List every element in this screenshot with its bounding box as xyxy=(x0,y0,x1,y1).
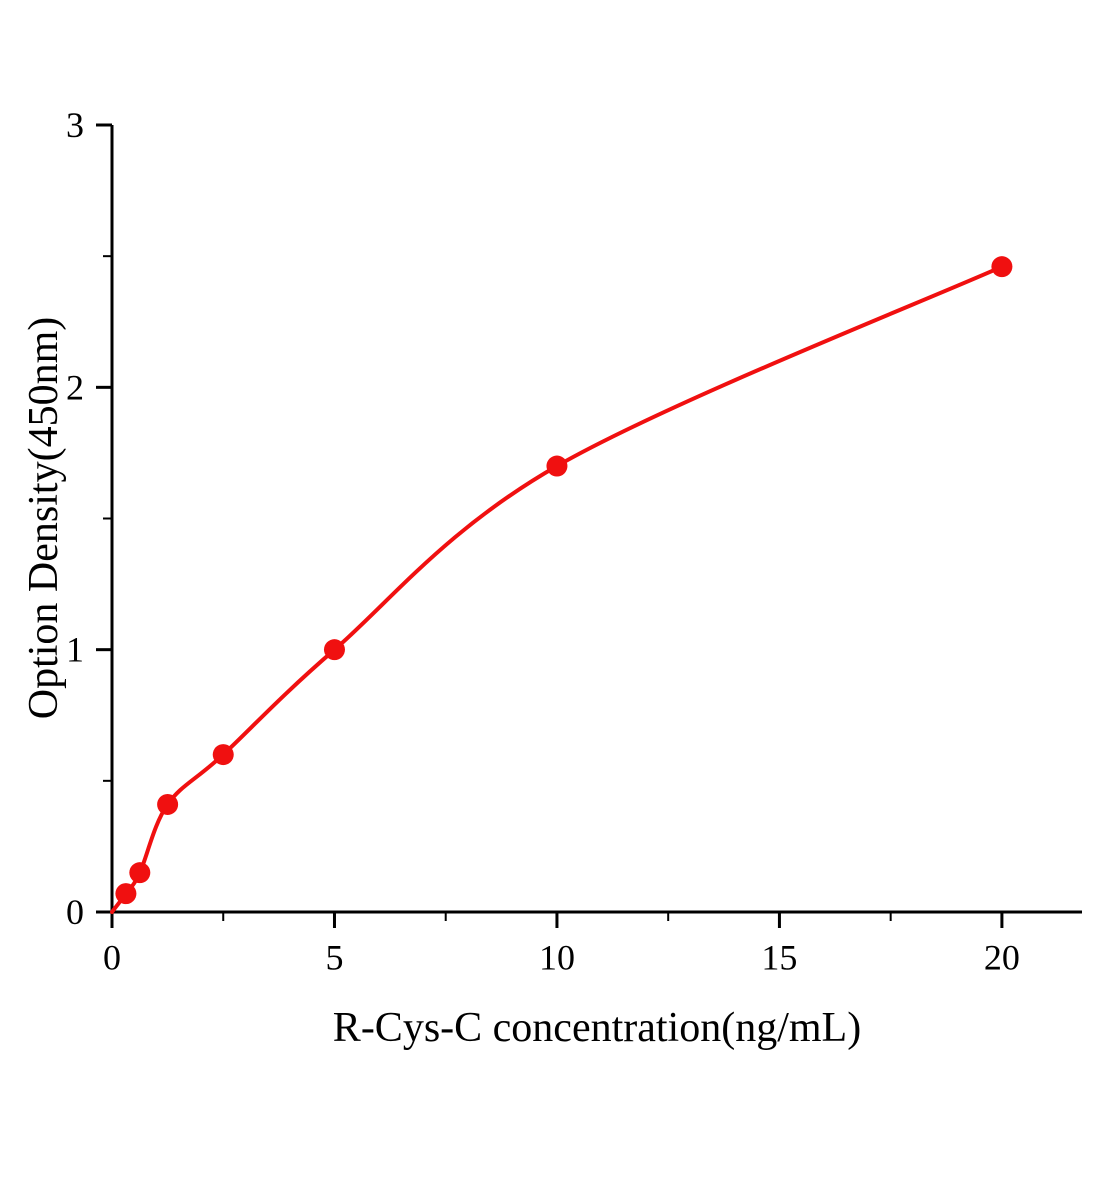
data-point xyxy=(129,862,151,884)
fit-curve xyxy=(110,264,1004,914)
y-tick-label: 3 xyxy=(66,105,84,145)
y-tick-label: 1 xyxy=(66,630,84,670)
data-point xyxy=(991,256,1013,278)
y-tick-label: 0 xyxy=(66,892,84,932)
data-point xyxy=(323,639,345,661)
data-point xyxy=(115,883,137,905)
x-tick-label: 10 xyxy=(539,938,575,978)
axes-lines xyxy=(110,125,1082,914)
data-point xyxy=(157,793,179,815)
data-point xyxy=(212,744,234,766)
y-tick-label: 2 xyxy=(66,367,84,407)
data-point xyxy=(546,455,568,477)
x-tick-label: 0 xyxy=(103,938,121,978)
x-tick-label: 15 xyxy=(761,938,797,978)
x-axis-label: R-Cys-C concentration(ng/mL) xyxy=(332,1005,862,1051)
y-axis-label: Option Density(450nm) xyxy=(21,316,67,720)
x-tick-label: 5 xyxy=(325,938,343,978)
x-tick-label: 20 xyxy=(984,938,1020,978)
